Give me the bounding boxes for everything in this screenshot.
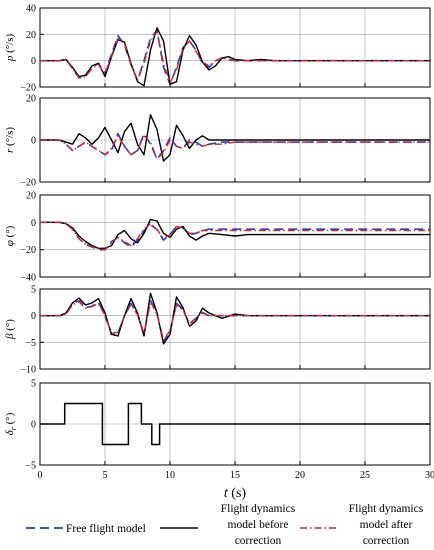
y-axis-label: r (°/s) (4, 127, 16, 153)
series-line (40, 27, 430, 87)
series-line (40, 31, 430, 84)
y-tick-label: 20 (26, 30, 36, 41)
legend-label-after: correction (363, 535, 410, 547)
y-tick-label: 20 (26, 191, 36, 202)
y-axis-label: p (°/s) (4, 34, 16, 63)
series-line (40, 221, 430, 251)
series-line (40, 301, 430, 341)
y-tick-label: 0 (31, 420, 36, 431)
y-tick-label: 0 (31, 56, 36, 67)
y-tick-label: −10 (20, 365, 36, 376)
x-tick-label: 5 (103, 470, 108, 481)
legend-label-after: model after (360, 519, 413, 531)
x-tick-label: 15 (230, 470, 240, 481)
series-line (40, 218, 430, 249)
legend-label-after: Flight dynamics (349, 503, 424, 515)
y-tick-label: 5 (31, 285, 36, 296)
series-line (40, 221, 430, 251)
legend-label-free-flight: Free flight model (66, 523, 146, 535)
x-tick-label: 10 (165, 470, 175, 481)
legend-label-before: model before (228, 519, 289, 531)
y-tick-label: −40 (20, 273, 36, 284)
y-tick-label: 0 (31, 218, 36, 229)
y-tick-label: 0 (31, 311, 36, 322)
x-tick-label: 30 (425, 470, 434, 481)
y-tick-label: 20 (26, 94, 36, 105)
y-tick-label: 0 (31, 136, 36, 147)
y-tick-label: −5 (25, 338, 36, 349)
series-line (40, 135, 430, 160)
x-tick-label: 20 (295, 470, 305, 481)
y-tick-label: 5 (31, 379, 36, 390)
x-tick-label: 0 (38, 470, 43, 481)
series-line (40, 292, 430, 345)
x-axis-label: t (s) (224, 486, 247, 501)
y-tick-label: −20 (20, 178, 36, 189)
y-tick-label: 40 (26, 4, 36, 15)
x-tick-label: 25 (360, 470, 370, 481)
series-line (40, 114, 430, 162)
legend-label-before: Flight dynamics (221, 503, 296, 515)
y-tick-label: −20 (20, 83, 36, 94)
y-tick-label: −5 (25, 461, 36, 472)
legend-label-before: correction (235, 535, 282, 547)
y-axis-label: φ (°) (4, 225, 16, 246)
y-axis-label: δr (°) (4, 412, 18, 435)
y-tick-label: −20 (20, 245, 36, 256)
series-line (40, 402, 430, 446)
y-axis-label: β (°) (4, 319, 16, 340)
